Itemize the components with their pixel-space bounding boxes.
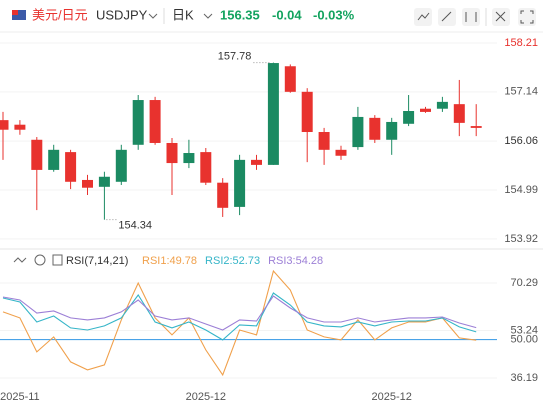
candle-body (284, 66, 296, 92)
candle-body (453, 104, 465, 123)
high-annotation: 157.78 (218, 51, 252, 63)
draw-icon (441, 11, 452, 22)
fullscreen-button[interactable] (518, 8, 536, 26)
candle-body (166, 142, 178, 164)
rsi-line (2, 295, 477, 331)
candle-body (251, 159, 262, 165)
indicator-button[interactable] (414, 8, 432, 26)
candle-body (420, 108, 431, 112)
candle-body (369, 117, 381, 140)
toolbar-icons (414, 8, 536, 26)
candle-body (352, 116, 364, 148)
rsi-line (2, 269, 477, 377)
candle-body (0, 120, 9, 130)
dropdown-arrow[interactable] (148, 13, 158, 19)
candle-body (217, 182, 229, 208)
y-tick-label: 70.29 (510, 277, 538, 289)
candle-body (318, 132, 330, 150)
candle-body (386, 121, 398, 140)
y-tick-label: 157.14 (504, 86, 538, 98)
y-tick-label: 153.92 (504, 233, 538, 245)
candle-body (267, 63, 279, 165)
change-percent: -0.03% (313, 7, 355, 22)
candle-body (98, 176, 110, 187)
candle-body (31, 139, 43, 170)
candle-body (470, 126, 482, 128)
tool-icon (495, 11, 506, 22)
y-tick-label: 156.06 (504, 135, 538, 147)
y-tick-label: 158.21 (504, 37, 538, 49)
candle-body (335, 149, 347, 156)
candle-body (301, 91, 313, 133)
candle-body (436, 101, 448, 109)
x-tick-label: 2025-12 (186, 391, 226, 403)
rsi-line (2, 292, 477, 341)
change: -0.04 (272, 7, 302, 22)
lock-icon[interactable] (52, 254, 63, 266)
settings-icon[interactable] (34, 254, 46, 266)
y-tick-label: 53.24 (510, 324, 538, 336)
legend-entry: RSI1:49.78 (142, 255, 197, 267)
x-tick-label: 2025-11 (0, 391, 40, 403)
indicator-title: RSI(7,14,21) (66, 255, 128, 267)
period[interactable]: 日K (172, 7, 194, 22)
y-tick-label: 50.00 (510, 333, 538, 345)
indicator-icon (417, 12, 430, 21)
compare-button[interactable] (462, 8, 480, 26)
legend-entry: RSI2:52.73 (205, 255, 260, 267)
price: 156.35 (220, 7, 260, 22)
flag-icon[interactable] (12, 10, 26, 20)
candle-body (48, 149, 60, 170)
x-tick-label: 2025-12 (372, 391, 412, 403)
low-annotation: 154.34 (118, 220, 152, 232)
candle-body (149, 100, 161, 143)
candle-body (200, 152, 212, 183)
candle-body (234, 159, 246, 207)
dropdown-arrow[interactable] (203, 13, 213, 19)
y-tick-label: 154.99 (504, 184, 538, 196)
candle-body (132, 100, 144, 145)
candle-body (403, 111, 415, 124)
draw-button[interactable] (438, 8, 456, 26)
compare-icon (465, 12, 477, 22)
candle-body (82, 179, 93, 188)
legend-entry: RSI3:54.28 (268, 255, 323, 267)
candle-body (65, 152, 77, 182)
candle-body (115, 149, 127, 182)
candle-body (14, 124, 26, 130)
collapse-icon[interactable] (13, 257, 27, 263)
y-tick-label: 36.19 (510, 372, 538, 384)
flag-corner (12, 10, 18, 15)
fullscreen-icon (520, 10, 534, 24)
symbol[interactable]: USDJPY (96, 7, 148, 22)
pair-name[interactable]: 美元/日元 (32, 7, 88, 22)
candle-body (183, 153, 195, 164)
